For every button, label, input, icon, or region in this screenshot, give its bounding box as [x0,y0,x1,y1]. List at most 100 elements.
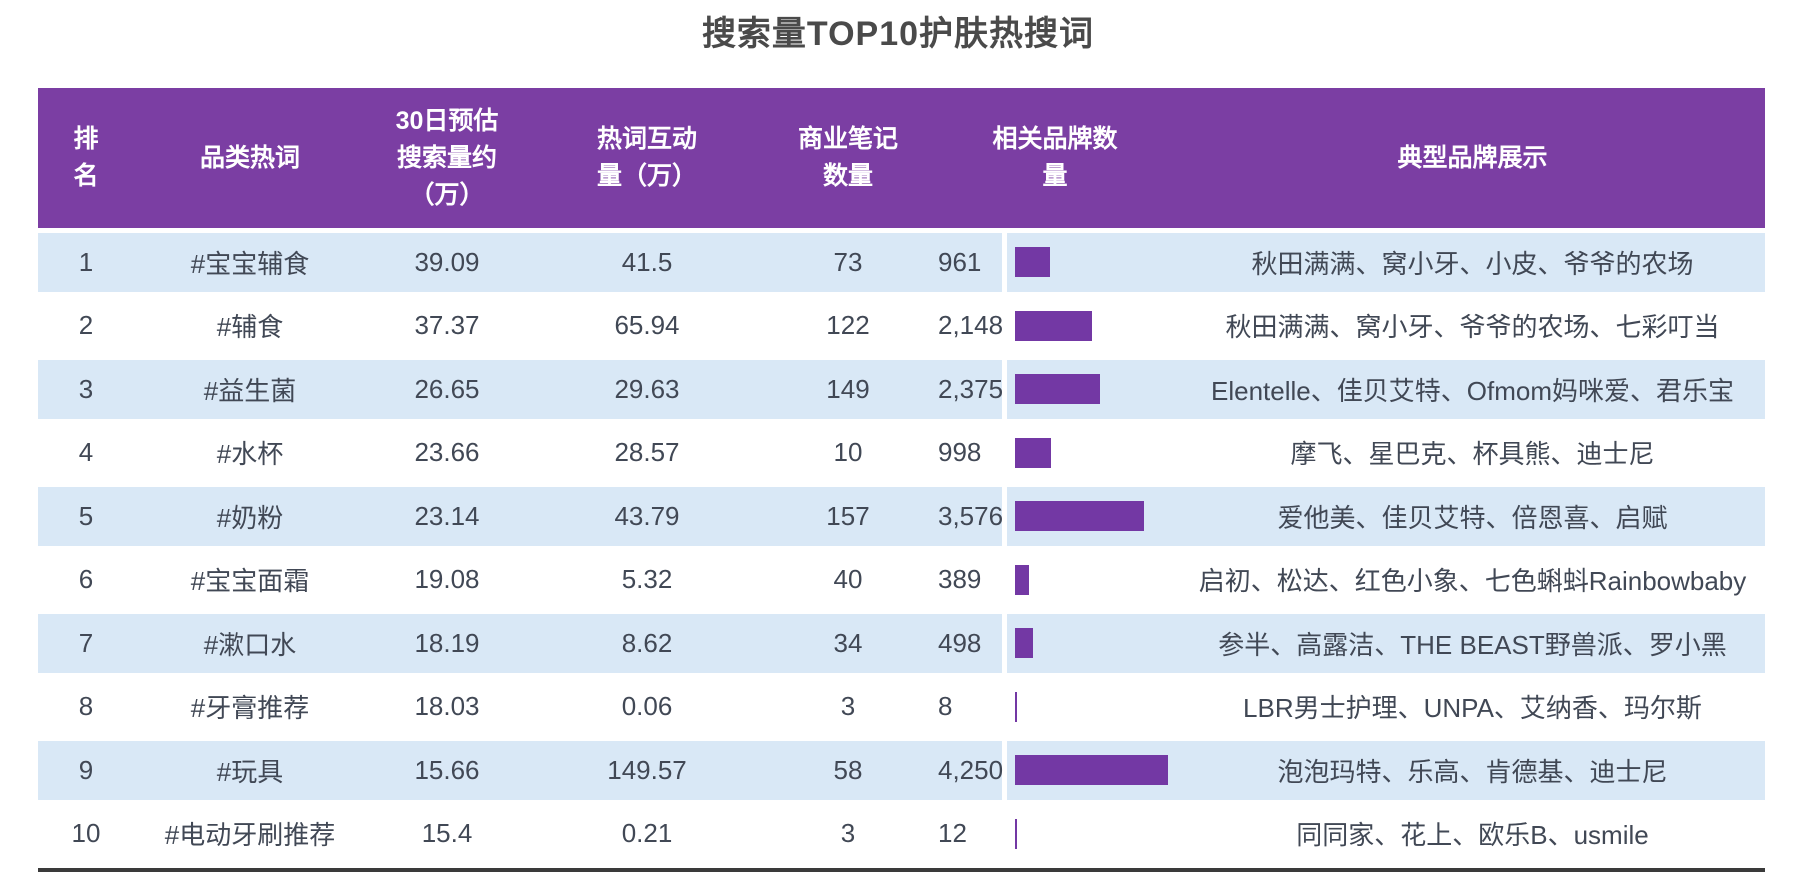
cell-notes: 122 [826,310,870,340]
table-row: 6 #宝宝面霜 19.08 5.32 40 389 启初、松达、红色小象、七色蝌… [38,550,1765,609]
header-cell-search-volume: 30日预估 搜索量约 （万） [395,106,499,209]
cell-rank: 10 [71,818,101,848]
cell-brand-count: 3,576 [938,500,1004,531]
cell-rank: 6 [78,564,94,594]
cell-brand-count-bar-area [1002,232,1180,292]
cell-rank: 9 [78,754,94,785]
cell-brand-count-bar-area [1002,423,1180,482]
cell-keyword: #水杯 [216,439,284,469]
brand-count-bar [1015,755,1168,785]
cell-keyword: #宝宝辅食 [190,248,310,279]
cell-notes: 58 [833,754,863,785]
cell-brand-count: 998 [938,437,982,467]
cell-keyword: #电动牙刷推荐 [164,820,336,850]
cell-search-volume: 18.19 [414,627,480,658]
cell-brand-count: 498 [938,627,982,658]
table-row: 5 #奶粉 23.14 43.79 157 3,576 爱他美、佳贝艾特、倍恩喜… [38,486,1765,546]
cell-notes: 149 [826,373,870,404]
table-row: 7 #漱口水 18.19 8.62 34 498 参半、高露洁、THE BEAS… [38,613,1765,673]
cell-notes: 157 [826,500,870,531]
brand-count-bar [1015,310,1092,341]
cell-brands: Elentelle、佳贝艾特、Ofmom妈咪爱、君乐宝 [1211,375,1734,406]
cell-notes: 73 [833,246,863,277]
cell-brand-count: 2,148 [938,310,1004,340]
cell-interaction: 29.63 [614,373,680,404]
cell-brand-count-bar-area [1002,677,1180,736]
cell-interaction: 41.5 [621,246,673,277]
brand-count-bar [1015,247,1050,277]
cell-brand-count: 4,250 [938,754,1004,785]
cell-search-volume: 23.66 [414,437,480,467]
table-row: 4 #水杯 23.66 28.57 10 998 摩飞、星巴克、杯具熊、迪士尼 [38,423,1765,482]
cell-brand-count: 12 [938,818,967,848]
cell-keyword: #牙膏推荐 [190,693,310,723]
brand-count-bar [1015,691,1017,722]
cell-rank: 8 [78,691,94,721]
cell-brand-count-bar-area [1002,486,1180,546]
table-body: 1 #宝宝辅食 39.09 41.5 73 961 秋田满满、窝小牙、小皮、爷爷… [38,232,1765,863]
cell-keyword: #漱口水 [203,629,297,660]
table-row: 3 #益生菌 26.65 29.63 149 2,375 Elentelle、佳… [38,359,1765,419]
cell-brand-count: 2,375 [938,373,1004,404]
cell-search-volume: 39.09 [414,246,480,277]
cell-interaction: 0.21 [621,818,673,848]
cell-brands: 泡泡玛特、乐高、肯德基、迪士尼 [1277,756,1668,787]
cell-rank: 7 [78,627,94,658]
cell-brand-count: 8 [938,691,953,721]
cell-notes: 10 [833,437,863,467]
cell-keyword: #宝宝面霜 [190,566,310,596]
cell-search-volume: 37.37 [414,310,480,340]
cell-brand-count-bar-area [1002,550,1180,609]
top10-table: 排 名 品类热词 30日预估 搜索量约 （万） 热词互动 量（万） 商业笔记 数… [38,88,1765,872]
cell-interaction: 65.94 [614,310,680,340]
cell-notes: 3 [840,691,856,721]
cell-brands: 秋田满满、窝小牙、爷爷的农场、七彩叮当 [1225,312,1720,342]
brand-count-bar [1015,818,1017,849]
header-cell-brands: 典型品牌展示 [1397,143,1548,172]
cell-search-volume: 15.66 [414,754,480,785]
cell-interaction: 5.32 [621,564,673,594]
table-row: 8 #牙膏推荐 18.03 0.06 3 8 LBR男士护理、UNPA、艾纳香、… [38,677,1765,736]
cell-brand-count: 961 [938,246,982,277]
page-title: 搜索量TOP10护肤热搜词 [701,15,1095,53]
cell-search-volume: 15.4 [421,818,473,848]
cell-search-volume: 26.65 [414,373,480,404]
cell-brands: 同同家、花上、欧乐B、usmile [1296,820,1649,850]
cell-keyword: #奶粉 [216,502,284,533]
cell-notes: 3 [840,818,856,848]
cell-interaction: 43.79 [614,500,680,531]
brand-count-bar [1015,437,1051,468]
cell-keyword: #益生菌 [203,375,297,406]
cell-interaction: 149.57 [607,754,687,785]
table-row: 2 #辅食 37.37 65.94 122 2,148 秋田满满、窝小牙、爷爷的… [38,296,1765,355]
brand-count-bar [1015,564,1029,595]
cell-brand-count: 389 [938,564,982,594]
cell-interaction: 8.62 [621,627,673,658]
cell-rank: 3 [78,373,94,404]
cell-notes: 34 [833,627,863,658]
cell-rank: 1 [78,246,94,277]
table-row: 10 #电动牙刷推荐 15.4 0.21 3 12 同同家、花上、欧乐B、usm… [38,804,1765,863]
header-cell-rank: 排 名 [73,125,99,190]
cell-brands: 启初、松达、红色小象、七色蝌蚪Rainbowbaby [1198,566,1747,596]
cell-interaction: 0.06 [621,691,673,721]
cell-keyword: #玩具 [216,756,284,787]
cell-brands: 爱他美、佳贝艾特、倍恩喜、启赋 [1277,502,1668,533]
header-cell-brand-count: 相关品牌数 量 [992,125,1118,190]
cell-brand-count-bar-area [1002,359,1180,419]
cell-interaction: 28.57 [614,437,680,467]
cell-brands: 秋田满满、窝小牙、小皮、爷爷的农场 [1251,248,1694,279]
cell-rank: 5 [78,500,94,531]
brand-count-bar [1015,501,1144,531]
cell-rank: 4 [78,437,94,467]
cell-keyword: #辅食 [216,312,284,342]
table-row: 1 #宝宝辅食 39.09 41.5 73 961 秋田满满、窝小牙、小皮、爷爷… [38,232,1765,292]
cell-search-volume: 18.03 [414,691,480,721]
cell-rank: 2 [78,310,94,340]
brand-count-bar [1015,628,1033,658]
header-cell-notes: 商业笔记 数量 [797,125,898,190]
brand-count-bar [1015,374,1100,404]
cell-notes: 40 [833,564,863,594]
cell-search-volume: 23.14 [414,500,480,531]
cell-brand-count-bar-area [1002,613,1180,673]
